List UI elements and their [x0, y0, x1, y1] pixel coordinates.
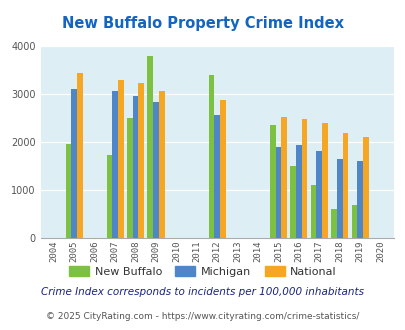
- Bar: [330, 209, 336, 238]
- Bar: [208, 75, 214, 238]
- Bar: [147, 56, 153, 238]
- Bar: [275, 147, 281, 238]
- Bar: [351, 205, 356, 238]
- Bar: [71, 89, 77, 238]
- Bar: [310, 185, 315, 238]
- Text: New Buffalo Property Crime Index: New Buffalo Property Crime Index: [62, 16, 343, 31]
- Bar: [214, 115, 220, 238]
- Legend: New Buffalo, Michigan, National: New Buffalo, Michigan, National: [65, 261, 340, 281]
- Bar: [356, 161, 362, 238]
- Bar: [158, 91, 164, 238]
- Bar: [281, 117, 286, 238]
- Bar: [301, 119, 307, 238]
- Bar: [66, 144, 71, 238]
- Bar: [127, 118, 132, 238]
- Bar: [321, 123, 327, 238]
- Bar: [290, 166, 295, 238]
- Bar: [153, 102, 158, 238]
- Bar: [220, 100, 225, 238]
- Bar: [295, 145, 301, 238]
- Bar: [138, 83, 144, 238]
- Bar: [106, 155, 112, 238]
- Bar: [336, 159, 342, 238]
- Bar: [342, 133, 347, 238]
- Bar: [269, 125, 275, 238]
- Bar: [112, 91, 118, 238]
- Bar: [77, 74, 83, 238]
- Text: Crime Index corresponds to incidents per 100,000 inhabitants: Crime Index corresponds to incidents per…: [41, 287, 364, 297]
- Bar: [118, 80, 124, 238]
- Bar: [362, 137, 368, 238]
- Text: © 2025 CityRating.com - https://www.cityrating.com/crime-statistics/: © 2025 CityRating.com - https://www.city…: [46, 312, 359, 321]
- Bar: [315, 151, 321, 238]
- Bar: [132, 96, 138, 238]
